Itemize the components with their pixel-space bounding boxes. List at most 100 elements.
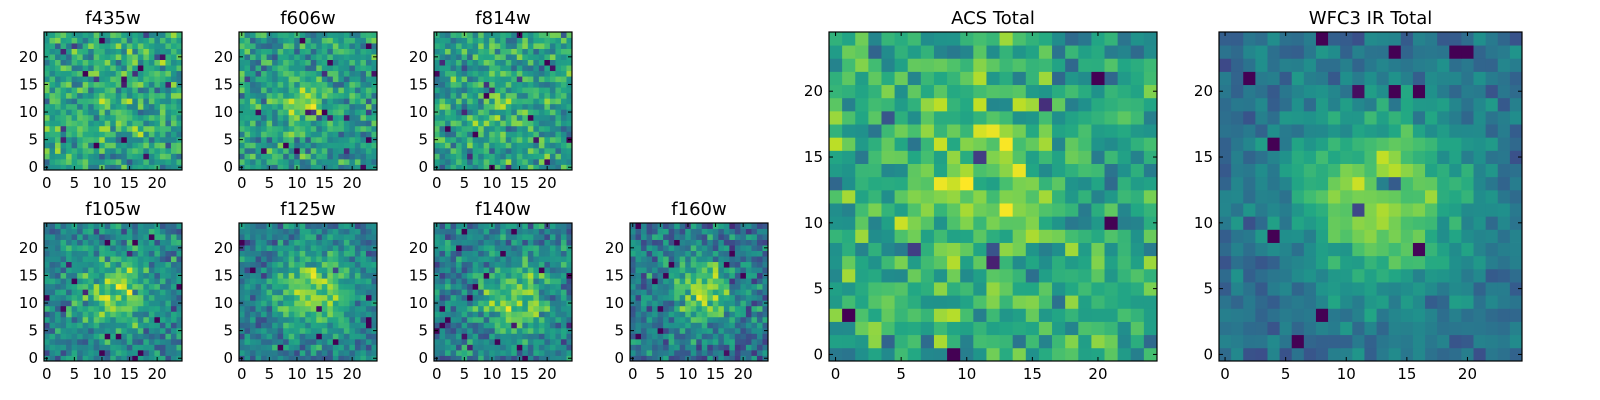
- heatmap-cell: [674, 344, 681, 351]
- heatmap-cell: [472, 164, 479, 171]
- heatmap-cell: [310, 300, 317, 307]
- heatmap-cell: [641, 305, 647, 312]
- heatmap-cell: [93, 289, 100, 296]
- heatmap-cell: [740, 239, 747, 246]
- heatmap-cell: [751, 267, 758, 274]
- x-tick-label: 15: [510, 174, 529, 192]
- heatmap-cell: [690, 261, 697, 268]
- heatmap-cell: [261, 294, 267, 301]
- heatmap-cell: [321, 158, 328, 165]
- heatmap-cell: [472, 87, 479, 94]
- heatmap-cell: [294, 131, 301, 138]
- heatmap-cell: [933, 203, 948, 217]
- heatmap-cell: [305, 278, 312, 285]
- heatmap-cell: [544, 338, 551, 345]
- heatmap-cell: [751, 333, 758, 340]
- heatmap-cell: [321, 70, 328, 77]
- heatmap-cell: [338, 256, 345, 263]
- heatmap-cell: [641, 311, 647, 318]
- heatmap-cell: [679, 245, 686, 251]
- heatmap-cell: [560, 48, 567, 55]
- heatmap-cell: [674, 283, 681, 290]
- heatmap-cell: [294, 43, 301, 49]
- heatmap-cell: [494, 54, 501, 60]
- heatmap-cell: [121, 322, 128, 329]
- heatmap-cell: [478, 250, 485, 257]
- heatmap-cell: [538, 142, 545, 149]
- heatmap-cell: [316, 43, 323, 49]
- heatmap-cell: [272, 164, 279, 171]
- heatmap-cell: [316, 114, 323, 121]
- heatmap-cell: [255, 300, 262, 307]
- heatmap-cell: [522, 120, 529, 127]
- heatmap-cell: [450, 65, 457, 72]
- heatmap-cell: [489, 59, 496, 66]
- heatmap-cell: [255, 272, 262, 279]
- heatmap-cell: [489, 136, 496, 143]
- heatmap-cell: [445, 81, 451, 88]
- heatmap-cell: [121, 81, 128, 88]
- heatmap-cell: [960, 282, 974, 296]
- heatmap-cell: [239, 283, 245, 290]
- heatmap-cell: [734, 333, 741, 340]
- heatmap-cell: [947, 321, 961, 336]
- heatmap-cell: [261, 305, 267, 312]
- heatmap-cell: [740, 250, 747, 257]
- heatmap-cell: [533, 327, 540, 334]
- heatmap-cell: [555, 239, 562, 246]
- heatmap-cell: [132, 338, 139, 345]
- heatmap-cell: [148, 147, 155, 154]
- heatmap-cell: [343, 267, 350, 274]
- heatmap-cell: [55, 256, 61, 263]
- heatmap-cell: [1091, 255, 1105, 270]
- heatmap-cell: [483, 70, 490, 77]
- heatmap-cell: [110, 114, 117, 121]
- heatmap-cell: [511, 349, 518, 356]
- heatmap-cell: [288, 103, 295, 110]
- heatmap-cell: [343, 234, 350, 240]
- heatmap-cell: [294, 278, 301, 285]
- heatmap-cell: [82, 338, 89, 345]
- heatmap-cell: [132, 147, 139, 154]
- heatmap-cell: [321, 322, 328, 329]
- heatmap-cell: [349, 316, 356, 323]
- heatmap-cell: [829, 268, 843, 283]
- heatmap-cell: [143, 228, 150, 235]
- heatmap-cell: [566, 333, 573, 340]
- heatmap-cell: [855, 321, 869, 336]
- heatmap-cell: [360, 316, 367, 323]
- heatmap-cell: [1117, 334, 1132, 349]
- heatmap-cell: [494, 300, 501, 307]
- heatmap-cell: [630, 322, 636, 329]
- heatmap-cell: [159, 289, 166, 296]
- heatmap-cell: [294, 87, 301, 94]
- heatmap-cell: [505, 158, 512, 165]
- heatmap-cell: [973, 176, 987, 191]
- heatmap-cell: [239, 103, 245, 110]
- heatmap-cell: [299, 338, 306, 345]
- heatmap-cell: [549, 355, 556, 362]
- heatmap-cell: [489, 48, 496, 55]
- heatmap-cell: [371, 261, 378, 268]
- heatmap-cell: [349, 283, 356, 290]
- heatmap-cell: [121, 333, 128, 340]
- heatmap-cell: [126, 48, 133, 55]
- heatmap-cell: [316, 294, 323, 301]
- heatmap-cell: [1052, 321, 1066, 336]
- heatmap-cell: [360, 283, 367, 290]
- heatmap-cell: [696, 256, 703, 263]
- heatmap-cell: [170, 327, 177, 334]
- heatmap-cell: [250, 311, 256, 318]
- heatmap-cell: [66, 338, 72, 345]
- heatmap-cell: [148, 223, 155, 229]
- heatmap-cell: [1052, 308, 1066, 322]
- heatmap-cell: [641, 327, 647, 334]
- heatmap-cell: [544, 239, 551, 246]
- heatmap-cell: [338, 164, 345, 171]
- heatmap-cell: [165, 32, 172, 38]
- heatmap-cell: [751, 250, 758, 257]
- heatmap-cell: [99, 300, 106, 307]
- heatmap-cell: [170, 43, 177, 49]
- heatmap-cell: [371, 256, 378, 263]
- heatmap-cell: [478, 109, 485, 116]
